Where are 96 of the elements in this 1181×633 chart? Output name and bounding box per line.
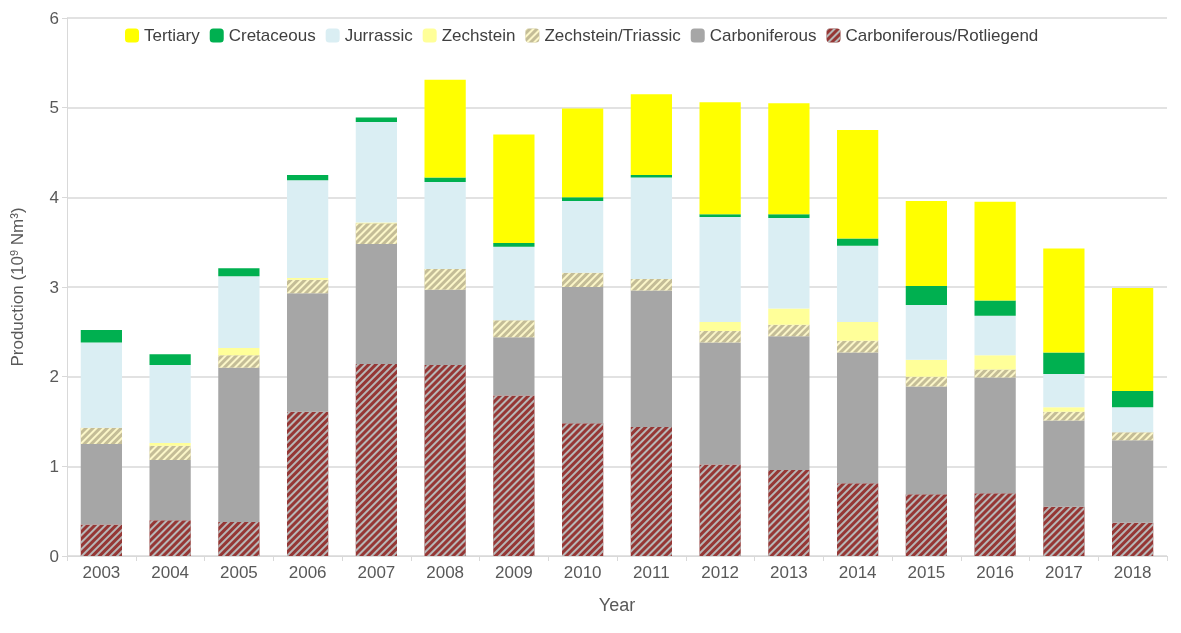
bar [493,134,535,244]
legend-label: Jurrassic [344,26,414,45]
bar [905,304,947,360]
y-tick-label: 6 [49,8,59,28]
bar [974,377,1016,494]
y-tick-label: 5 [49,98,59,118]
bar [630,290,672,427]
bar [424,289,466,366]
bar [974,355,1016,370]
x-tick-label: 2014 [838,563,877,582]
x-axis-title: Year [598,595,636,615]
bar [974,315,1016,356]
bar [1043,352,1085,374]
bar [699,214,741,218]
x-tick-label: 2009 [494,563,533,582]
bar [905,200,947,287]
bar [768,336,810,470]
legend-label: Tertiary [144,26,201,45]
bar [837,321,879,341]
x-tick-label: 2008 [426,563,465,582]
bar [768,103,810,215]
bar [218,367,260,522]
bar [80,330,122,343]
bar [424,182,466,270]
bar [80,342,122,428]
bar [149,354,191,366]
bar [837,130,879,239]
bar [905,286,947,305]
bar [355,243,397,365]
x-tick-label: 2004 [151,563,190,582]
bar [699,342,741,465]
bar [287,174,329,181]
bar [699,102,741,215]
bar [149,443,191,446]
bar [768,308,810,325]
legend-label: Carboniferous/Rotliegend [845,26,1039,45]
x-tick-label: 2007 [357,563,396,582]
bar [287,180,329,279]
bar [768,217,810,309]
y-tick-label: 1 [49,456,59,476]
legend-label: Cretaceous [228,26,316,45]
bar [630,94,672,175]
bar [905,359,947,377]
y-tick-label: 3 [49,277,59,297]
x-tick-label: 2006 [288,563,327,582]
x-tick-label: 2010 [563,563,602,582]
x-tick-label: 2015 [907,563,946,582]
bar [837,238,879,246]
x-tick-label: 2003 [82,563,121,582]
y-tick-label: 2 [49,367,59,387]
bar [630,177,672,279]
bar [1112,407,1154,433]
bar [1043,407,1085,412]
x-tick-label: 2012 [701,563,740,582]
bar [493,243,535,247]
x-tick-label: 2016 [976,563,1015,582]
bar [218,268,260,277]
bar [80,443,122,525]
bar [837,245,879,322]
bar [493,337,535,396]
bar [562,197,604,201]
bar [974,201,1016,301]
bar [1112,391,1154,408]
bar [424,79,466,178]
bar [768,214,810,218]
bar [1043,373,1085,408]
x-tick-label: 2005 [219,563,258,582]
legend-label: Zechstein [441,26,516,45]
bar [974,300,1016,316]
bar [149,460,191,521]
bar [1043,248,1085,353]
bar [562,200,604,273]
bar [218,276,260,348]
y-tick-label: 0 [49,546,59,566]
bar [837,352,879,484]
bar [493,246,535,321]
bar [287,293,329,412]
x-tick-label: 2013 [769,563,808,582]
x-tick-label: 2018 [1113,563,1152,582]
bar [218,347,260,356]
bar [149,365,191,444]
bar [355,122,397,223]
bar [905,386,947,495]
bar [562,108,604,198]
x-tick-label: 2011 [633,563,670,582]
bar [1112,440,1154,523]
bar [630,174,672,178]
bar [699,217,741,322]
legend-label: Carboniferous [709,26,817,45]
bar [1043,420,1085,507]
y-tick-label: 4 [49,187,59,207]
bar [1112,287,1154,392]
x-tick-label: 2017 [1044,563,1083,582]
bar [562,287,604,424]
legend-label: Zechstein/Triassic [544,26,682,45]
bar [699,321,741,331]
